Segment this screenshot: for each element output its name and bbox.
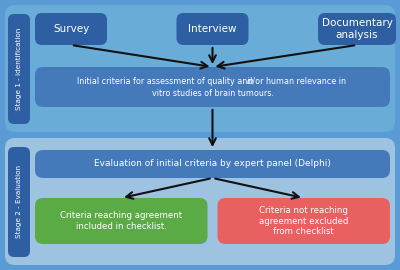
FancyBboxPatch shape (8, 14, 30, 124)
FancyBboxPatch shape (35, 13, 107, 45)
FancyBboxPatch shape (5, 5, 395, 132)
FancyBboxPatch shape (8, 147, 30, 257)
Text: Documentary
analysis: Documentary analysis (322, 18, 392, 40)
Text: in: in (247, 77, 254, 86)
FancyBboxPatch shape (5, 138, 395, 265)
FancyBboxPatch shape (218, 198, 390, 244)
FancyBboxPatch shape (318, 13, 396, 45)
FancyBboxPatch shape (35, 198, 208, 244)
Text: Criteria reaching agreement
included in checklist.: Criteria reaching agreement included in … (60, 211, 182, 231)
Text: Stage 2 - Evaluation: Stage 2 - Evaluation (16, 166, 22, 238)
Text: Interview: Interview (188, 24, 237, 34)
Text: Criteria not reaching
agreement excluded
from checklist: Criteria not reaching agreement excluded… (259, 206, 348, 236)
Text: Evaluation of initial criteria by expert panel (Delphi): Evaluation of initial criteria by expert… (94, 160, 331, 168)
Text: Stage 1 - Identification: Stage 1 - Identification (16, 28, 22, 110)
Text: vitro studies of brain tumours.: vitro studies of brain tumours. (152, 89, 274, 97)
FancyBboxPatch shape (176, 13, 248, 45)
FancyBboxPatch shape (35, 67, 390, 107)
Text: Survey: Survey (53, 24, 89, 34)
FancyBboxPatch shape (35, 150, 390, 178)
Text: Initial criteria for assessment of quality and/or human relevance in: Initial criteria for assessment of quali… (77, 77, 348, 86)
